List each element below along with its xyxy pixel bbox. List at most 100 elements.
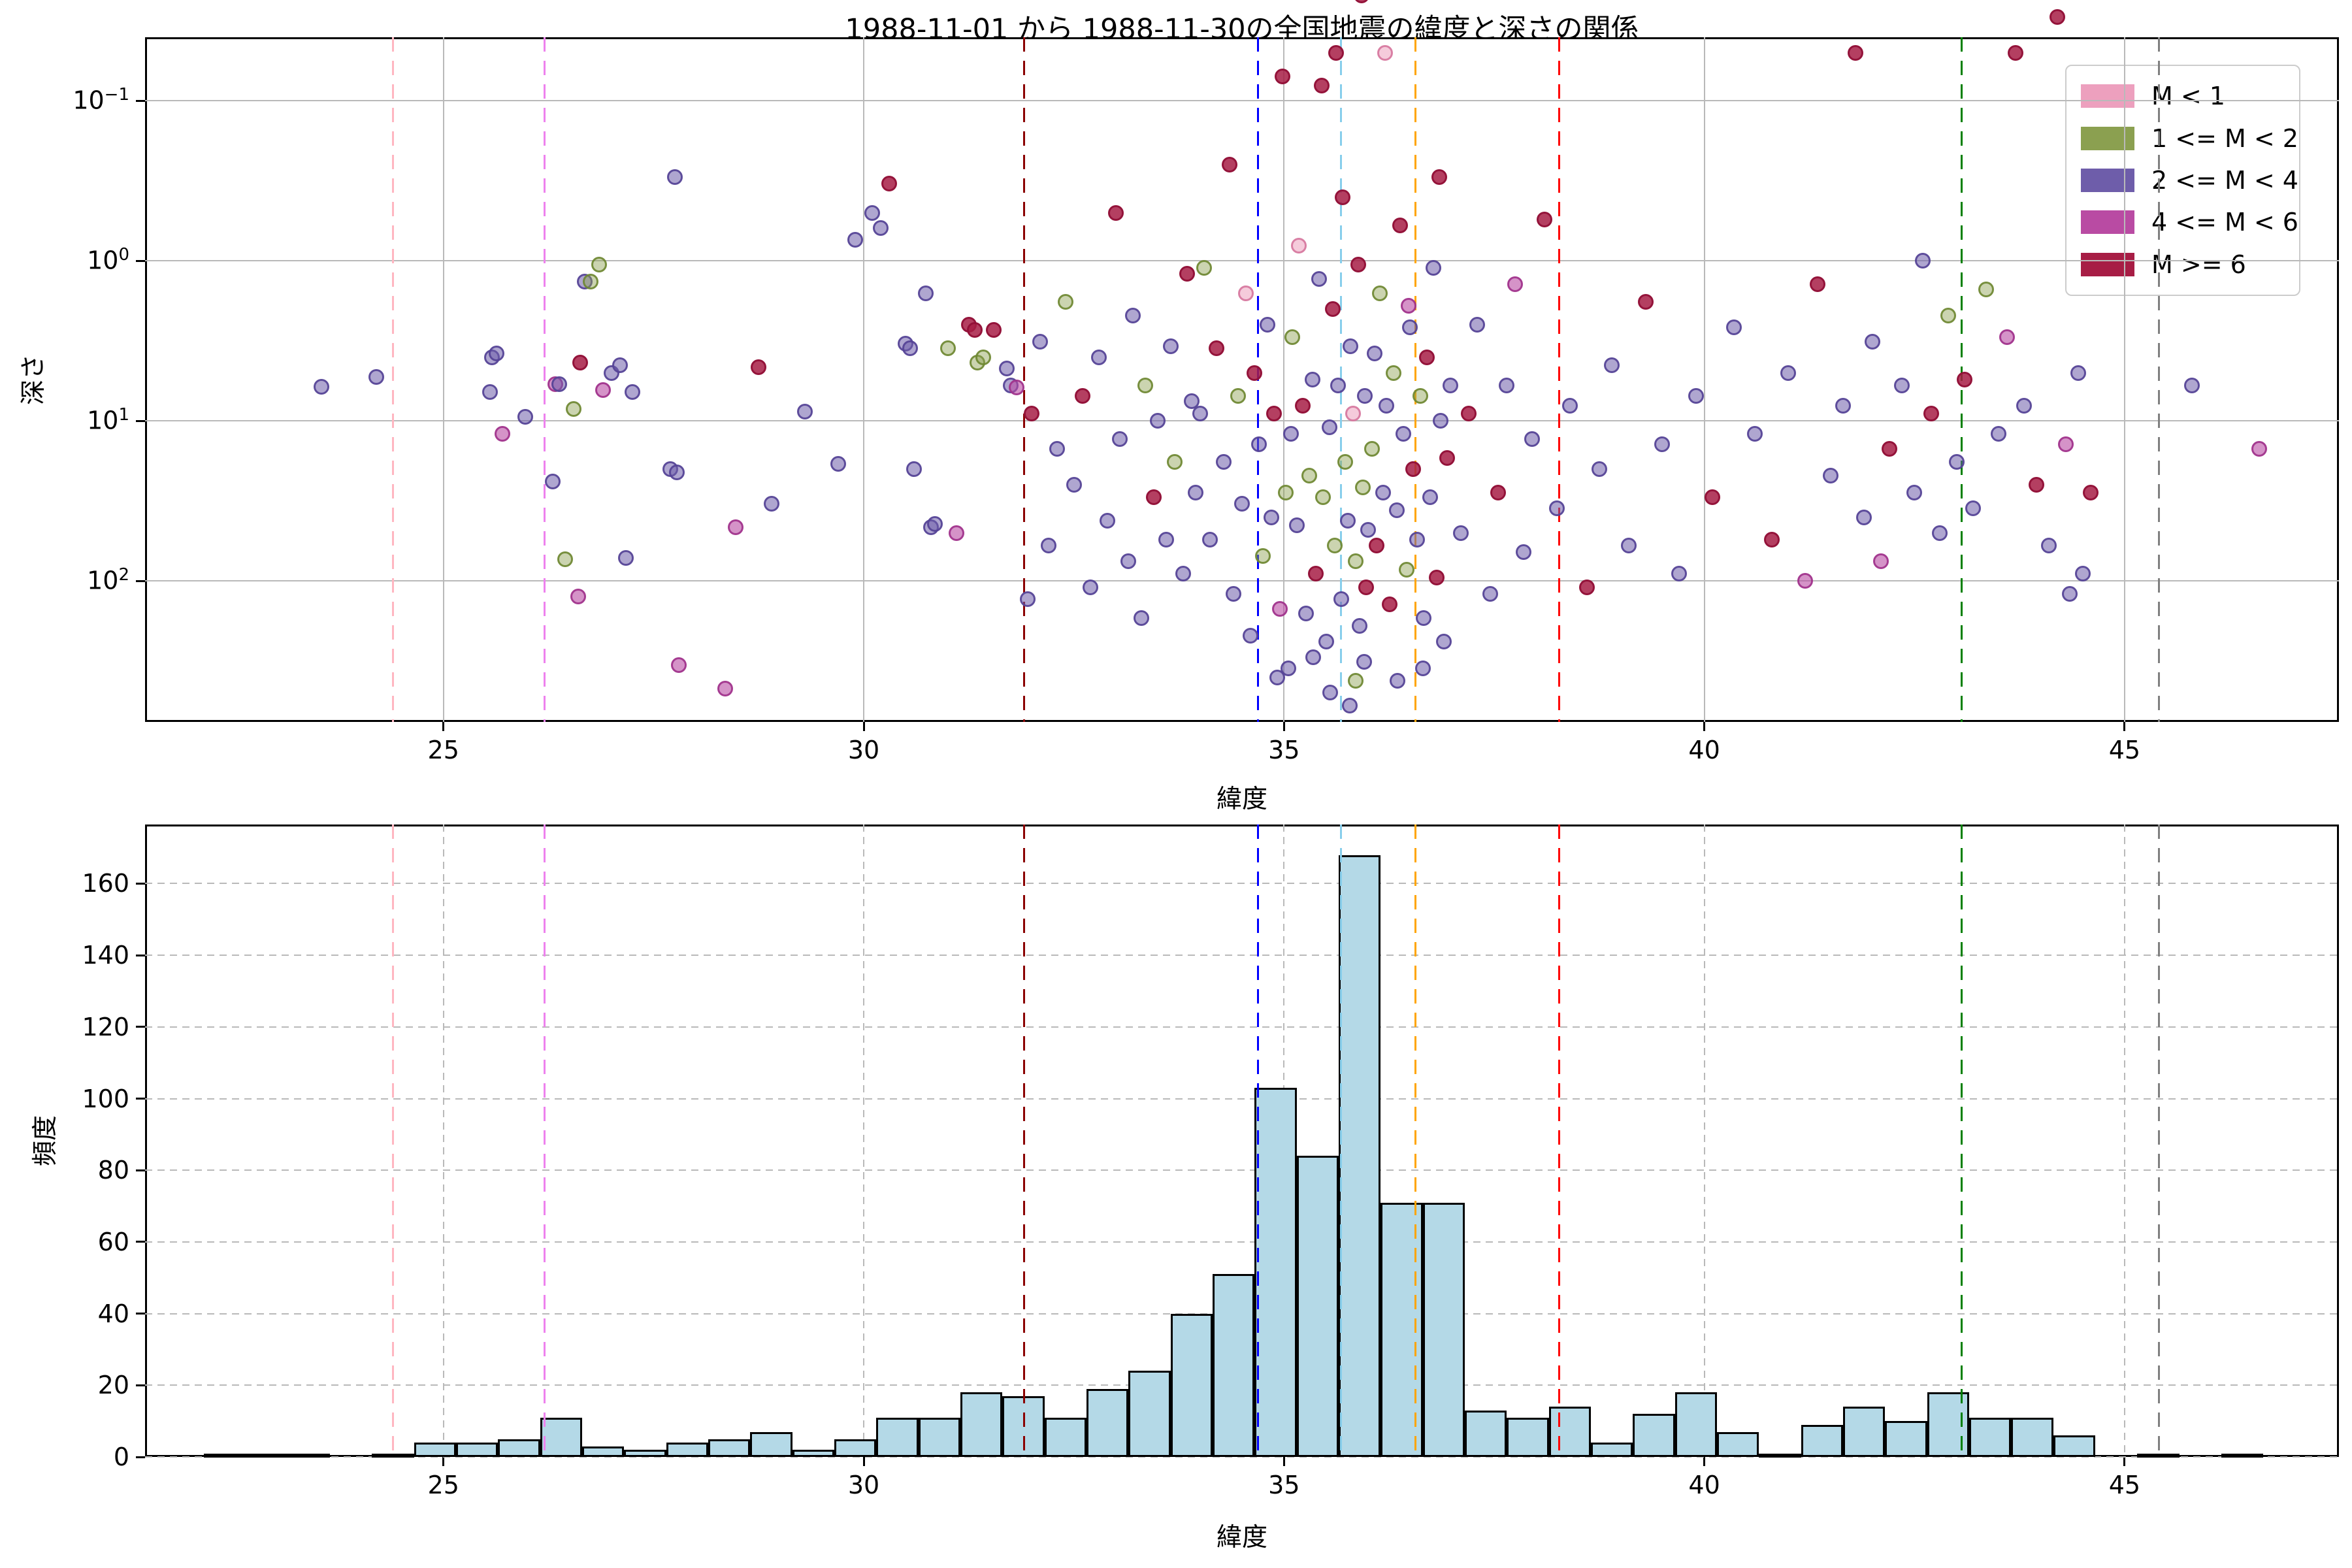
scatter-point [1347,672,1364,689]
scatter-point [1264,509,1280,525]
scatter-point [1255,548,1271,564]
scatter-point [1379,397,1395,414]
scatter-point [1175,566,1191,582]
scatter-point [927,515,943,532]
scatter-point [1284,329,1301,346]
scatter-point [1931,525,1948,541]
reference-line [1414,825,1416,1457]
scatter-point [1372,286,1388,302]
hist-bar [960,1392,1003,1457]
hist-bar [2011,1417,2053,1457]
y-tick-label: 160 [82,869,129,898]
scatter-point [1431,169,1448,186]
scatter-point [1537,211,1553,227]
legend-swatch [2081,210,2134,235]
scatter-point [1271,601,1288,617]
y-tick-mark [136,1384,145,1386]
hist-bar [1170,1313,1213,1457]
scatter-point [617,550,634,566]
scatter-point [1298,606,1314,622]
x-tick-label: 40 [1688,736,1720,764]
scatter-point [1923,406,1939,422]
scatter-point [1409,531,1425,547]
scatter-point [2007,44,2023,61]
scatter-point [1358,580,1375,596]
scatter-point [591,256,607,272]
scatter-point [1426,259,1442,276]
scatter-point [1230,388,1246,404]
scatter-point [1414,660,1431,676]
scatter-point [1009,380,1025,396]
scatter-point [902,340,918,356]
scatter-point [1856,509,1872,525]
scatter-point [1150,413,1166,429]
reference-line [1558,37,1560,722]
hist-bar [1044,1417,1086,1457]
legend-item: 4 <= M < 6 [2081,203,2298,242]
grid-line-vertical [442,37,444,722]
scatter-point [368,368,384,385]
scatter-point [1422,489,1439,506]
scatter-point [1305,649,1322,666]
scatter-point [1482,585,1498,602]
scatter-point [1469,316,1486,333]
scatter-point [728,519,744,535]
scatter-point [1382,596,1398,613]
scatter-point [1435,634,1452,650]
grid-line-vertical-dashed [442,825,444,1457]
scatter-point [847,232,864,248]
scatter-point [1490,484,1507,500]
grid-line-vertical-dashed [2123,825,2125,1457]
legend-swatch [2081,168,2134,192]
scatter-point [1746,425,1763,442]
x-tick-label: 45 [2108,1471,2141,1499]
scatter-point [1591,461,1607,478]
hist-bar [750,1431,792,1457]
grid-line-horizontal-dashed [145,883,2339,885]
legend-item: M < 1 [2081,76,2285,116]
hist-bar [1422,1202,1465,1457]
scatter-point [314,378,330,395]
scatter-point [1848,44,1864,61]
hist-bar [204,1453,246,1458]
scatter-point [939,340,956,356]
scatter-point [1324,301,1341,318]
scatter-point [1893,377,1910,393]
hist-bar [1338,855,1381,1457]
y-tick-label: 20 [97,1371,129,1400]
scatter-point [1311,271,1328,287]
scatter-point [1965,500,1982,516]
scatter-point [1215,453,1232,470]
reference-line [1256,825,1259,1457]
hist-bar [1507,1417,1549,1457]
legend-label: M >= 6 [2151,250,2246,279]
scatter-point [551,376,568,393]
scatter-point [1432,413,1448,429]
scatter-point [566,400,582,417]
scatter-point [1277,484,1294,500]
scatter-point [1957,371,1973,387]
scatter-point [1333,591,1349,608]
scatter-point [872,220,889,236]
scatter-point [975,349,991,365]
hist-bar [456,1443,498,1457]
histogram-y-axis-label: 頻度 [31,1115,60,1167]
scatter-point [1342,338,1358,354]
legend-swatch [2081,84,2134,108]
scatter-point [1990,425,2006,442]
grid-line-horizontal-dashed [145,955,2339,956]
scatter-point [1578,580,1595,596]
hist-bar [918,1417,960,1457]
scatter-point [1133,610,1149,626]
hist-bar [1716,1431,1759,1457]
scatter-point [1120,553,1137,569]
hist-bar [1968,1417,2012,1457]
scatter-point [1364,441,1380,457]
scatter-point [918,286,934,302]
scatter-point [1810,276,1826,293]
scatter-point [1400,297,1416,314]
scatter-point [494,425,510,442]
grid-line-vertical [863,37,865,722]
y-tick-mark [136,1169,145,1171]
scatter-point [1620,537,1637,553]
